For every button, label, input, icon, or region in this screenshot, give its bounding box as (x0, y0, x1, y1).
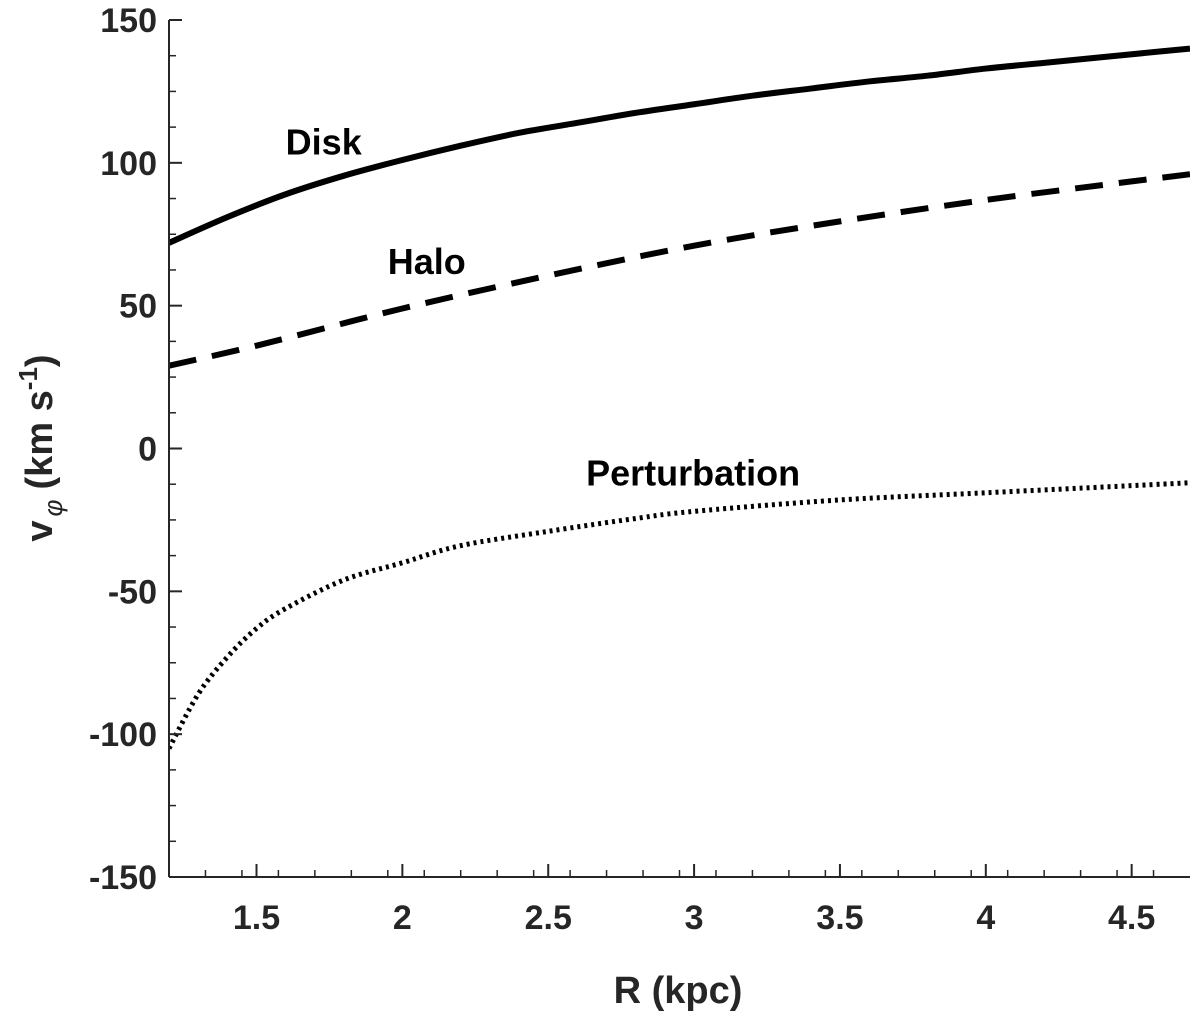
x-tick-label: 1.5 (233, 899, 280, 937)
plot-content (169, 45, 1190, 750)
series-annotations: Disk Halo Perturbation (286, 121, 800, 493)
y-tick-label: -100 (89, 716, 157, 754)
x-tick-label: 3 (685, 899, 704, 937)
annotation-perturbation: Perturbation (586, 453, 800, 494)
series-line-disk (169, 45, 1190, 246)
series-line-halo (169, 171, 1190, 369)
x-tick-label: 2 (393, 899, 412, 937)
annotation-disk: Disk (286, 121, 363, 162)
y-tick-label: -50 (108, 573, 157, 611)
y-axis-title-main: v (19, 520, 61, 541)
x-tick-label: 4.5 (1108, 899, 1155, 937)
y-tick-label: 100 (100, 145, 157, 183)
y-tick-label: 150 (100, 2, 157, 40)
y-axis-title-subscript: φ (38, 499, 68, 516)
axes (168, 19, 1190, 878)
y-tick-label: -150 (89, 859, 157, 897)
y-tick-label: 0 (138, 431, 157, 469)
series-line-perturbation (169, 480, 1190, 750)
x-tick-label: 2.5 (525, 899, 572, 937)
y-axis-title: vφ (km s-1) (13, 354, 68, 541)
y-axis-title-exponent: -1 (13, 367, 43, 390)
x-tick-label: 3.5 (816, 899, 863, 937)
annotation-halo: Halo (388, 241, 466, 282)
x-axis-title: R (kpc) (614, 970, 743, 1012)
y-tick-label: 50 (119, 288, 157, 326)
x-tick-label: 4 (976, 899, 995, 937)
y-axis-title-unit: (km s (19, 390, 61, 489)
y-axis-title-close: ) (19, 354, 61, 367)
tick-labels: 1.5 2 2.5 3 3.5 4 4.5 150 100 50 0 -50 -100 -150 (89, 2, 1155, 937)
